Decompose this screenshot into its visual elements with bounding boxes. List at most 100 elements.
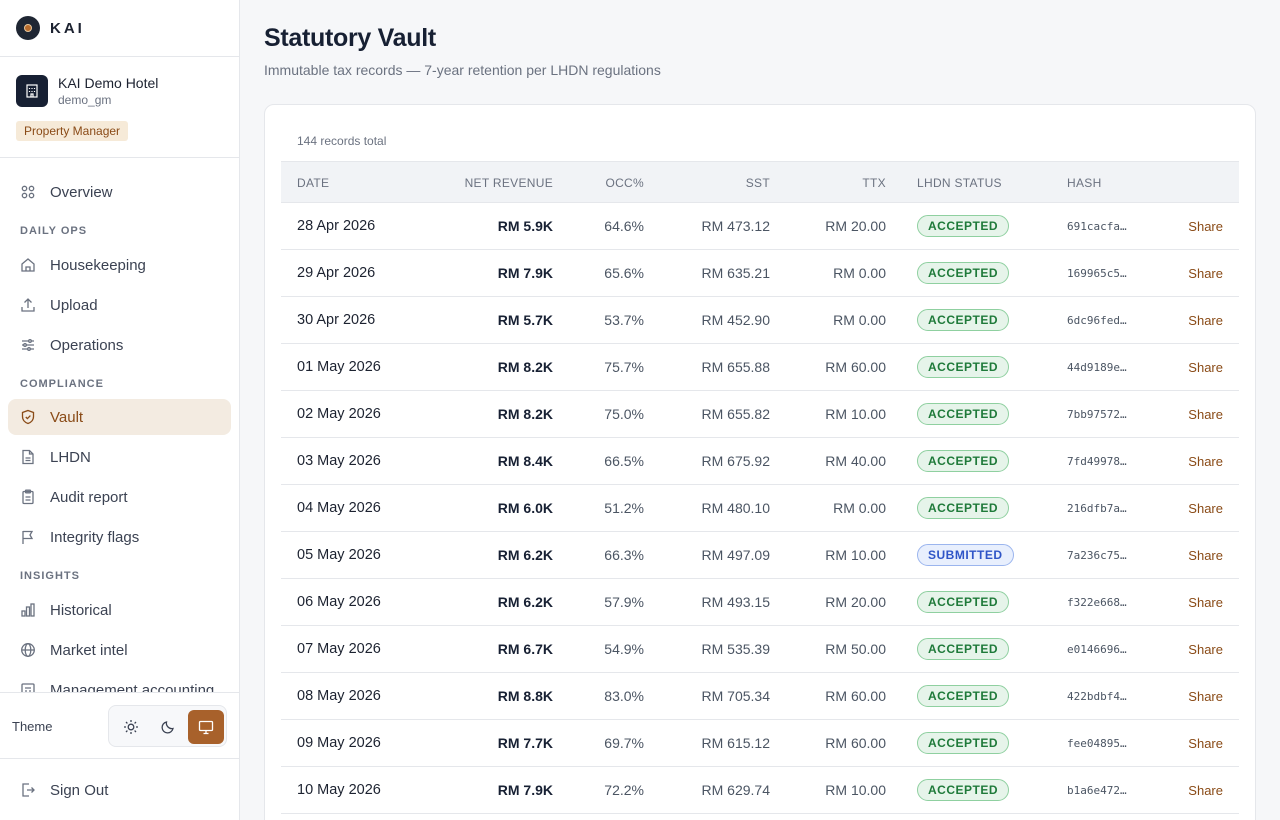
cell-occ: 75.7% xyxy=(604,359,644,375)
theme-dark-button[interactable] xyxy=(150,710,186,744)
sidebar-item-market-intel[interactable]: Market intel xyxy=(8,632,231,668)
cell-hash: 169965c5… xyxy=(1067,267,1127,280)
moon-icon xyxy=(161,721,174,734)
share-button[interactable]: Share xyxy=(1188,407,1223,422)
cell-net-revenue: RM 8.4K xyxy=(497,453,553,469)
share-button[interactable]: Share xyxy=(1188,360,1223,375)
sidebar-item-label: Audit report xyxy=(50,488,128,506)
status-badge: ACCEPTED xyxy=(917,732,1010,754)
sidebar-item-label: Management accounting xyxy=(50,681,215,693)
sidebar-item-label: LHDN xyxy=(50,448,91,466)
cell-hash: 7a236c75… xyxy=(1067,549,1127,562)
monitor-icon xyxy=(198,720,214,735)
sidebar-item-label: Housekeeping xyxy=(50,256,146,274)
cell-hash: 7bb97572… xyxy=(1067,408,1127,421)
column-header-date[interactable]: DATE xyxy=(297,176,330,190)
share-button[interactable]: Share xyxy=(1188,548,1223,563)
status-badge: ACCEPTED xyxy=(917,215,1010,237)
share-button[interactable]: Share xyxy=(1188,266,1223,281)
cell-net-revenue: RM 8.8K xyxy=(497,688,553,704)
cell-net-revenue: RM 6.2K xyxy=(497,547,553,563)
column-header-hash[interactable]: HASH xyxy=(1067,176,1102,190)
cell-net-revenue: RM 7.7K xyxy=(497,735,553,751)
table-row: 03 May 2026 RM 8.4K 66.5% RM 675.92 RM 40.00… xyxy=(281,438,1239,485)
sidebar-item-lhdn[interactable]: LHDN xyxy=(8,439,231,475)
sidebar-item-historical[interactable]: Historical xyxy=(8,592,231,628)
column-header-occ[interactable]: OCC% xyxy=(605,176,644,190)
sign-out-button[interactable]: Sign Out xyxy=(8,772,231,808)
cell-ttx: RM 60.00 xyxy=(825,688,886,704)
cell-ttx: RM 60.00 xyxy=(825,735,886,751)
table-row: 01 May 2026 RM 8.2K 75.7% RM 655.88 RM 60.00… xyxy=(281,344,1239,391)
sidebar-item-operations[interactable]: Operations xyxy=(8,327,231,363)
sidebar: KAI KAI Demo Hotel demo_gm Property Mana… xyxy=(0,0,240,820)
sidebar-item-housekeeping[interactable]: Housekeeping xyxy=(8,247,231,283)
cell-date: 01 May 2026 xyxy=(297,359,381,375)
cell-sst: RM 535.39 xyxy=(701,641,770,657)
cell-net-revenue: RM 5.9K xyxy=(497,218,553,234)
sidebar-item-upload[interactable]: Upload xyxy=(8,287,231,323)
share-button[interactable]: Share xyxy=(1188,501,1223,516)
cell-net-revenue: RM 8.2K xyxy=(497,359,553,375)
sidebar-item-overview[interactable]: Overview xyxy=(8,174,231,210)
property-switcher[interactable]: KAI Demo Hotel demo_gm xyxy=(16,74,158,108)
table-row: 07 May 2026 RM 6.7K 54.9% RM 535.39 RM 50.00… xyxy=(281,626,1239,673)
cell-date: 04 May 2026 xyxy=(297,500,381,516)
cell-sst: RM 655.82 xyxy=(701,406,770,422)
share-button[interactable]: Share xyxy=(1188,219,1223,234)
cell-sst: RM 615.12 xyxy=(701,735,770,751)
column-header-net-revenue[interactable]: NET REVENUE xyxy=(464,176,553,190)
cell-lhdn-status: ACCEPTED xyxy=(917,262,1010,284)
column-header-sst[interactable]: SST xyxy=(745,176,770,190)
cell-date: 09 May 2026 xyxy=(297,735,381,751)
share-button[interactable]: Share xyxy=(1188,783,1223,798)
table-row: 30 Apr 2026 RM 5.7K 53.7% RM 452.90 RM 0.00 A… xyxy=(281,297,1239,344)
upload-icon xyxy=(21,298,35,312)
globe-icon xyxy=(21,643,35,657)
brand[interactable]: KAI xyxy=(16,16,85,40)
theme-light-button[interactable] xyxy=(113,710,149,744)
share-button[interactable]: Share xyxy=(1188,595,1223,610)
bar-chart-icon xyxy=(21,603,35,617)
divider xyxy=(0,157,239,158)
column-header-lhdn-status[interactable]: LHDN STATUS xyxy=(917,176,1002,190)
sidebar-item-management-accounting[interactable]: Management accounting xyxy=(8,672,231,692)
cell-date: 07 May 2026 xyxy=(297,641,381,657)
cell-ttx: RM 10.00 xyxy=(825,547,886,563)
sidebar-item-integrity-flags[interactable]: Integrity flags xyxy=(8,519,231,555)
cell-lhdn-status: ACCEPTED xyxy=(917,638,1010,660)
status-badge: ACCEPTED xyxy=(917,591,1010,613)
cell-lhdn-status: SUBMITTED xyxy=(917,544,1014,566)
sidebar-item-label: Overview xyxy=(50,183,113,201)
share-button[interactable]: Share xyxy=(1188,642,1223,657)
vault-records-card: 144 records total DATE NET REVENUE OCC% … xyxy=(264,104,1256,820)
sidebar-item-vault[interactable]: Vault xyxy=(8,399,231,435)
share-button[interactable]: Share xyxy=(1188,736,1223,751)
home-icon xyxy=(21,258,35,272)
cell-hash: fee04895… xyxy=(1067,737,1127,750)
cell-date: 10 May 2026 xyxy=(297,782,381,798)
share-button[interactable]: Share xyxy=(1188,689,1223,704)
sidebar-nav: Overview DAILY OPS Housekeeping Upload O… xyxy=(0,172,239,692)
table-row: 02 May 2026 RM 8.2K 75.0% RM 655.82 RM 10.00… xyxy=(281,391,1239,438)
theme-label: Theme xyxy=(12,719,53,734)
status-badge: ACCEPTED xyxy=(917,262,1010,284)
table-row: 28 Apr 2026 RM 5.9K 64.6% RM 473.12 RM 20.00… xyxy=(281,203,1239,250)
sign-out-label: Sign Out xyxy=(50,781,109,799)
nav-section-daily-ops: DAILY OPS xyxy=(20,225,88,237)
kai-logo-icon xyxy=(16,16,40,40)
cell-occ: 57.9% xyxy=(604,594,644,610)
cell-occ: 83.0% xyxy=(604,688,644,704)
cell-lhdn-status: ACCEPTED xyxy=(917,450,1010,472)
cell-occ: 66.5% xyxy=(604,453,644,469)
cell-hash: b1a6e472… xyxy=(1067,784,1127,797)
sidebar-item-audit-report[interactable]: Audit report xyxy=(8,479,231,515)
status-badge: SUBMITTED xyxy=(917,544,1014,566)
cell-occ: 66.3% xyxy=(604,547,644,563)
cell-occ: 65.6% xyxy=(604,265,644,281)
cell-hash: e0146696… xyxy=(1067,643,1127,656)
column-header-ttx[interactable]: TTX xyxy=(862,176,886,190)
theme-system-button[interactable] xyxy=(188,710,224,744)
share-button[interactable]: Share xyxy=(1188,313,1223,328)
share-button[interactable]: Share xyxy=(1188,454,1223,469)
